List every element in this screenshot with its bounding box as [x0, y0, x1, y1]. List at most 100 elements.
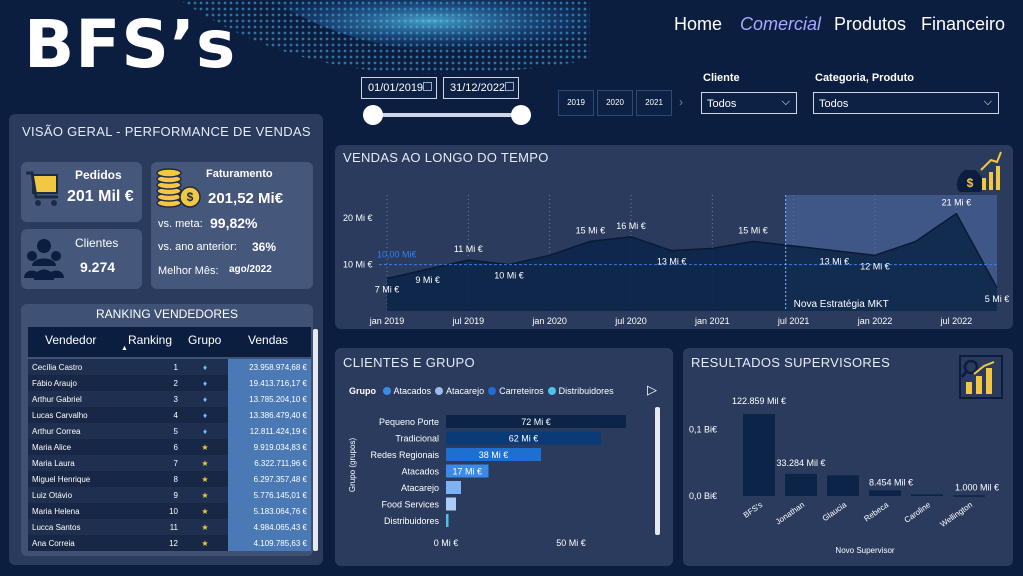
cell-vendedor: Miguel Henrique: [28, 471, 132, 487]
col-ranking[interactable]: Ranking: [128, 333, 173, 347]
cell-ranking: 6: [132, 439, 182, 455]
table-row[interactable]: Maria Helena 10 ★ 5.183.064,76 €: [28, 503, 311, 519]
cell-grupo: ♦: [182, 375, 228, 391]
calendar-icon[interactable]: [505, 82, 514, 91]
nav-comercial[interactable]: Comercial: [740, 14, 822, 34]
bar[interactable]: [446, 464, 489, 478]
data-label: 15 Mi €: [738, 225, 768, 235]
date-range-slider[interactable]: [373, 113, 521, 117]
x-tick-label: jan 2021: [694, 316, 730, 326]
bar[interactable]: [446, 415, 626, 428]
cell-grupo: ★: [182, 519, 228, 535]
cell-vendedor: Cecília Castro: [28, 359, 132, 375]
table-row[interactable]: Fábio Araujo 2 ♦ 19.413.716,17 €: [28, 375, 311, 391]
cell-vendedor: Ana Correia: [28, 535, 132, 551]
categoria-filter-label: Categoria, Produto: [815, 72, 915, 84]
col-grupo[interactable]: Grupo: [188, 333, 222, 347]
bar[interactable]: [446, 497, 456, 511]
slider-handle-start[interactable]: [363, 105, 383, 125]
y-tick-label: 0,0 Bi€: [689, 491, 717, 501]
shopping-cart-icon: [26, 171, 58, 206]
cell-grupo: ★: [182, 455, 228, 471]
cell-vendedor: Lucca Santos: [28, 519, 132, 535]
category-label: Glaucia: [821, 500, 849, 523]
cell-ranking: 4: [132, 407, 182, 423]
bar[interactable]: [785, 473, 817, 496]
diamond-icon: ♦: [202, 362, 208, 372]
nav-financeiro[interactable]: Financeiro: [921, 14, 1006, 34]
table-row[interactable]: Luiz Otávio 9 ★ 5.776.145,01 €: [28, 487, 311, 503]
category-label: BFS's: [742, 500, 764, 519]
clientes-label: Clientes: [75, 236, 119, 250]
data-label: 16 Mi €: [616, 221, 646, 231]
date-end-input[interactable]: 31/12/2022: [443, 77, 519, 99]
table-row[interactable]: Arthur Correa 5 ♦ 12.811.424,19 €: [28, 423, 311, 439]
categoria-dropdown-value: Todos: [819, 98, 849, 110]
ranking-scrollbar[interactable]: [313, 329, 318, 551]
year-button-2021[interactable]: 2021: [636, 90, 672, 116]
slider-handle-end[interactable]: [511, 105, 531, 125]
cell-vendas: 5.183.064,76 €: [228, 503, 311, 519]
bar[interactable]: [869, 490, 901, 496]
bar[interactable]: [827, 475, 859, 496]
table-row[interactable]: Arthur Gabriel 3 ♦ 13.785.204,10 €: [28, 391, 311, 407]
category-label: Tradicional: [395, 434, 439, 444]
category-label: Atacarejo: [401, 483, 439, 493]
calendar-icon[interactable]: [423, 82, 432, 91]
category-label: Atacados: [401, 467, 439, 477]
table-row[interactable]: Lucca Santos 11 ★ 4.984.065,43 €: [28, 519, 311, 535]
bar-value-label: 33.284 Mil €: [776, 458, 825, 468]
legend-dot: [488, 387, 497, 395]
x-tick-label: jul 2019: [452, 316, 485, 326]
chevron-right-icon[interactable]: ›: [679, 95, 683, 109]
bar[interactable]: [953, 495, 985, 497]
cliente-dropdown-value: Todos: [707, 98, 737, 110]
col-vendedor[interactable]: Vendedor: [45, 333, 97, 347]
data-label: 7 Mi €: [375, 285, 400, 295]
star-icon: ★: [201, 458, 209, 468]
ranking-title: RANKING VENDEDORES: [95, 307, 239, 321]
bar[interactable]: [446, 431, 601, 445]
cliente-dropdown[interactable]: Todos ⌵: [701, 92, 797, 114]
annotation-nova-estrategia: Nova Estratégia MKT: [794, 299, 889, 310]
pedidos-value: 201 Mil €: [67, 188, 134, 205]
bar[interactable]: [446, 481, 461, 494]
table-row[interactable]: Miguel Henrique 8 ★ 6.297.357,48 €: [28, 471, 311, 487]
table-row[interactable]: Ana Correia 12 ★ 4.109.785,63 €: [28, 535, 311, 551]
nav-produtos[interactable]: Produtos: [834, 14, 907, 34]
table-row[interactable]: Maria Laura 7 ★ 6.322.711,96 €: [28, 455, 311, 471]
legend-item[interactable]: Atacarejo: [435, 386, 484, 396]
table-row[interactable]: Cecília Castro 1 ♦ 23.958.974,68 €: [28, 359, 311, 375]
cell-ranking: 2: [132, 375, 182, 391]
nav-home[interactable]: Home: [674, 14, 723, 34]
diamond-icon: ♦: [202, 410, 208, 420]
legend-item[interactable]: Atacados: [382, 386, 431, 396]
clientes-grupo-scrollbar[interactable]: [655, 407, 660, 535]
data-label: 10 Mi €: [494, 271, 524, 281]
bar[interactable]: [446, 448, 541, 461]
bar-value-label: 72 Mi €: [521, 417, 551, 427]
legend-item[interactable]: Carreteiros: [488, 386, 544, 396]
date-start-input[interactable]: 01/01/2019: [361, 77, 437, 99]
legend-item[interactable]: Distribuidores: [547, 386, 614, 396]
category-label: Pequeno Porte: [379, 417, 439, 427]
bar[interactable]: [743, 414, 775, 496]
sort-asc-icon[interactable]: ▲: [121, 345, 128, 352]
faturamento-label: Faturamento: [206, 168, 273, 180]
cell-grupo: ♦: [182, 423, 228, 439]
bar[interactable]: [446, 514, 449, 527]
chevron-down-icon: ⌵: [983, 96, 992, 108]
x-tick-label: 50 Mi €: [556, 538, 586, 548]
play-icon[interactable]: ▷: [647, 382, 657, 397]
year-button-2020[interactable]: 2020: [597, 90, 633, 116]
analytics-chart-icon: [959, 355, 1003, 399]
categoria-dropdown[interactable]: Todos ⌵: [813, 92, 999, 114]
table-row[interactable]: Maria Alice 6 ★ 9.919.034,83 €: [28, 439, 311, 455]
clientes-value: 9.274: [80, 259, 116, 275]
year-button-2019[interactable]: 2019: [558, 90, 594, 116]
money-bag-growth-icon: $: [956, 151, 1002, 192]
bar[interactable]: [911, 494, 943, 496]
col-vendas[interactable]: Vendas: [248, 333, 289, 347]
table-row[interactable]: Lucas Carvalho 4 ♦ 13.386.479,40 €: [28, 407, 311, 423]
cell-vendedor: Arthur Gabriel: [28, 391, 132, 407]
